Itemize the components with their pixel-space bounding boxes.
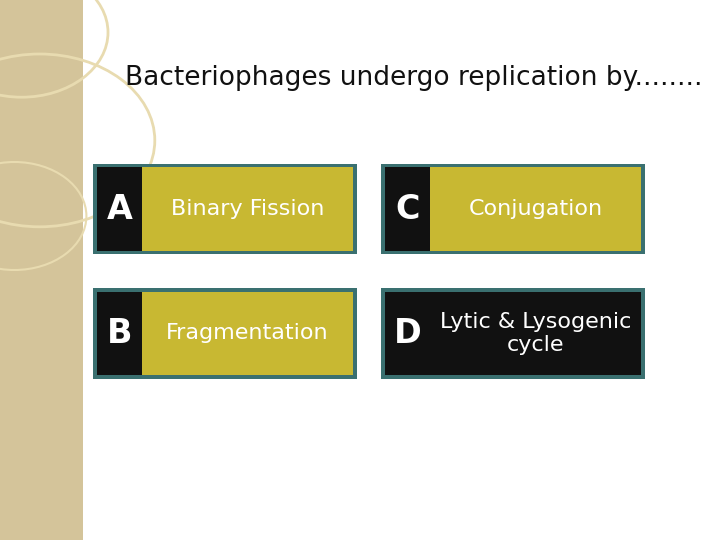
Text: B: B (107, 317, 132, 350)
Text: D: D (394, 317, 421, 350)
Text: C: C (395, 193, 420, 226)
Text: Fragmentation: Fragmentation (166, 323, 328, 343)
FancyBboxPatch shape (381, 164, 645, 254)
FancyBboxPatch shape (381, 288, 645, 379)
Text: Bacteriophages undergo replication by........: Bacteriophages undergo replication by...… (125, 65, 703, 91)
FancyBboxPatch shape (97, 167, 142, 251)
Text: Binary Fission: Binary Fission (171, 199, 324, 219)
FancyBboxPatch shape (93, 288, 357, 379)
FancyBboxPatch shape (430, 167, 641, 251)
FancyBboxPatch shape (93, 164, 357, 254)
FancyBboxPatch shape (142, 292, 353, 375)
FancyBboxPatch shape (97, 292, 142, 375)
FancyBboxPatch shape (430, 292, 641, 375)
FancyBboxPatch shape (385, 292, 430, 375)
FancyBboxPatch shape (0, 0, 83, 540)
FancyBboxPatch shape (385, 167, 430, 251)
Text: Conjugation: Conjugation (468, 199, 603, 219)
Text: A: A (107, 193, 132, 226)
Text: Lytic & Lysogenic
cycle: Lytic & Lysogenic cycle (440, 312, 631, 355)
FancyBboxPatch shape (142, 167, 353, 251)
